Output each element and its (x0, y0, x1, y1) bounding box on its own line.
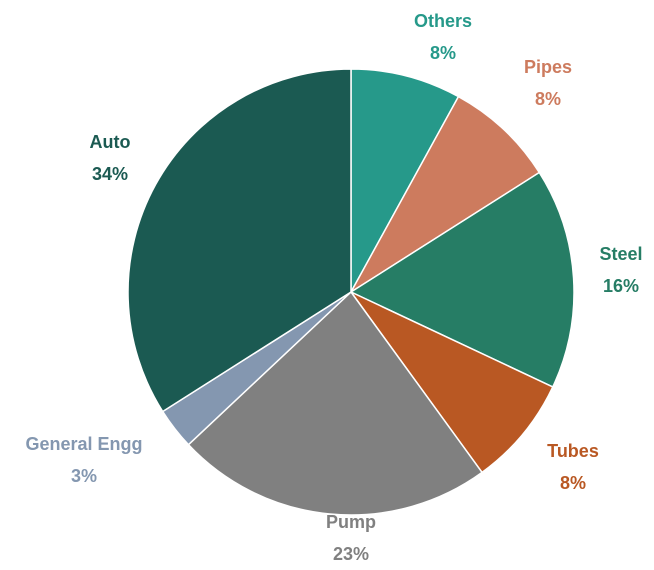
slice-label-value: 34% (92, 164, 128, 184)
slice-label-value: 8% (430, 43, 456, 63)
pie-slice (350, 68, 460, 293)
pie-slice (350, 291, 554, 474)
slice-label-value: 16% (603, 276, 639, 296)
pie-slice (187, 290, 484, 516)
slice-label-name: Auto (90, 132, 131, 152)
pie-slice (350, 95, 541, 293)
slice-label-name: Pump (326, 512, 376, 532)
pie-slice (127, 68, 352, 413)
slice-label-name: Pipes (524, 57, 572, 77)
slice-label-value: 3% (71, 466, 97, 486)
slice-label-name: Others (414, 11, 472, 31)
slice-label-value: 8% (535, 89, 561, 109)
slice-label-value: 8% (560, 473, 586, 493)
slice-label-value: 23% (333, 544, 369, 564)
pie-slice (349, 171, 575, 388)
slice-label-name: General Engg (25, 434, 142, 454)
slice-label-name: Tubes (547, 441, 599, 461)
slice-label-name: Steel (599, 244, 642, 264)
